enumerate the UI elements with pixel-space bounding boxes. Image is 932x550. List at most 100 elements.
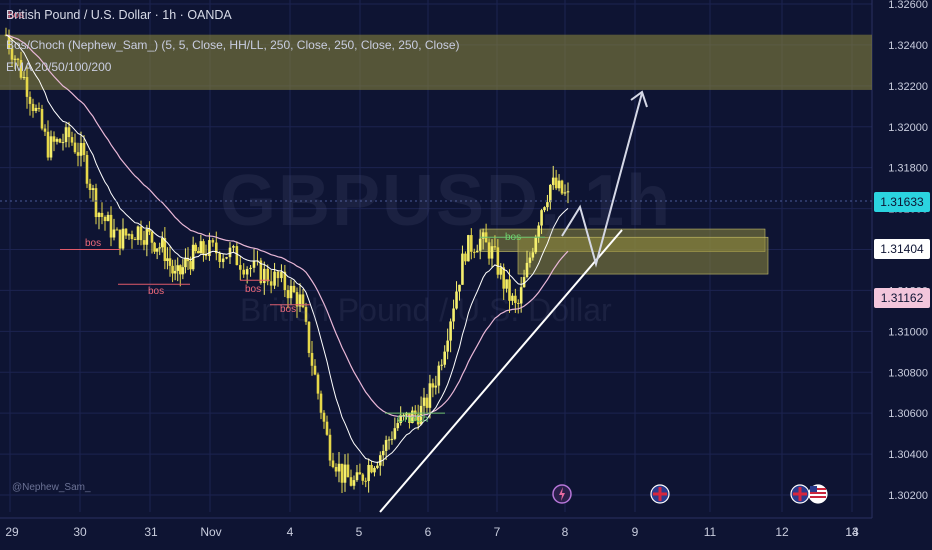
annotation-label: ChoCh	[397, 414, 428, 425]
candle-body	[334, 466, 338, 472]
candle-body	[181, 267, 185, 275]
candle-body	[163, 238, 167, 262]
candle-body	[153, 242, 156, 252]
candle-body	[516, 302, 520, 304]
candle-body	[487, 242, 491, 259]
candle-body	[452, 308, 455, 322]
candle-body	[191, 244, 195, 270]
x-tick-label: 12	[775, 525, 789, 539]
candle-body	[252, 260, 256, 268]
candle-body	[124, 228, 128, 236]
candle-body	[425, 397, 429, 408]
candle-body	[166, 258, 169, 262]
candle-body	[76, 152, 80, 156]
candle-body	[502, 267, 505, 289]
candle-body	[381, 450, 385, 456]
candle-body	[352, 480, 356, 486]
candle-body	[64, 127, 68, 143]
candle-body	[37, 107, 41, 109]
candle-body	[232, 246, 235, 248]
candle-body	[408, 412, 411, 424]
candle-body	[499, 267, 503, 275]
candle-body	[367, 464, 370, 482]
candle-body	[566, 191, 570, 193]
candle-body	[55, 139, 59, 142]
flash-bolt-icon	[559, 487, 565, 501]
candle-body	[142, 240, 146, 245]
candle-body	[390, 438, 394, 440]
candle-body	[46, 131, 50, 158]
x-tick-label: 31	[144, 525, 158, 539]
candle-body	[176, 265, 180, 271]
candle-body	[289, 285, 293, 299]
annotation-label: bos	[505, 232, 521, 243]
chart-title[interactable]: British Pound / U.S. Dollar · 1h · OANDA	[6, 8, 232, 22]
candle-body	[508, 279, 511, 301]
x-tick-label: 9	[632, 525, 639, 539]
candle-body	[528, 257, 532, 263]
candle-body	[298, 294, 302, 307]
candle-body	[337, 463, 341, 472]
supply-zone	[0, 34, 872, 90]
x-tick-label: 29	[5, 525, 19, 539]
candle-body	[449, 321, 452, 341]
candle-body	[455, 291, 458, 309]
y-tick-label: 1.30400	[888, 449, 928, 461]
candle-body	[304, 307, 308, 322]
candle-body	[467, 235, 470, 262]
candle-body	[511, 295, 514, 301]
candle-body	[208, 240, 211, 257]
event-markers	[552, 484, 828, 504]
candle-body	[67, 127, 71, 138]
candle-body	[130, 234, 134, 240]
us-flag-canton	[810, 486, 817, 492]
candle-body	[307, 321, 311, 353]
candle-body	[373, 467, 376, 473]
price-tag: 1.31162	[874, 288, 930, 309]
candle-body	[546, 202, 549, 208]
candle-body	[211, 240, 215, 243]
candle-body	[340, 463, 344, 483]
candle-body	[458, 284, 461, 292]
candle-body	[402, 414, 405, 416]
candle-body	[242, 269, 246, 275]
candle-body	[358, 472, 362, 475]
annotation-label: bos	[85, 238, 101, 249]
candle-body	[214, 242, 218, 254]
candle-body	[470, 235, 473, 252]
candle-body	[364, 480, 368, 482]
ema-slow-line	[5, 34, 569, 418]
candle-body	[148, 229, 151, 232]
candle-body	[563, 192, 567, 194]
trend-line	[379, 229, 623, 513]
candle-body	[505, 279, 508, 289]
candle-body	[549, 184, 552, 203]
candle-body	[112, 229, 116, 238]
candle-body	[554, 177, 558, 189]
indicator-bos-choch[interactable]: Bos/Choch (Nephew_Sam_) (5, 5, Close, HH…	[6, 38, 460, 52]
demand-zones	[479, 228, 769, 275]
candle-body	[103, 216, 107, 222]
candle-body	[94, 188, 98, 218]
candle-body	[79, 143, 83, 156]
candle-body	[419, 405, 423, 425]
candle-body	[43, 128, 47, 132]
grid-lines	[0, 0, 873, 519]
candle-body	[16, 58, 20, 61]
candle-body	[537, 225, 540, 237]
indicator-ema[interactable]: EMA 20/50/100/200	[6, 60, 112, 74]
candle-body	[378, 455, 382, 466]
bos-levels	[60, 236, 545, 414]
candle-body	[560, 180, 564, 194]
candle-body	[437, 365, 441, 386]
candle-body	[109, 214, 113, 238]
price-tag: 1.31404	[874, 238, 930, 259]
candle-body	[22, 77, 26, 79]
candle-body	[49, 136, 53, 158]
candle-body	[249, 267, 252, 270]
candle-body	[557, 180, 561, 189]
candle-body	[434, 385, 438, 388]
candle-body	[70, 137, 74, 143]
